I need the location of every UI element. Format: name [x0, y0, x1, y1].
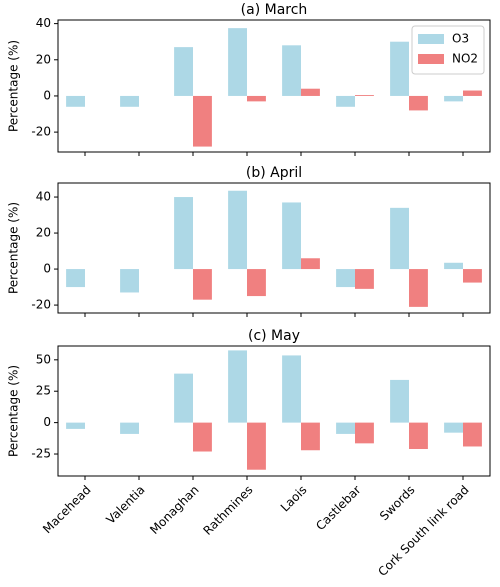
y-tick-label: -20: [31, 298, 51, 312]
x-tick-label: Valentia: [104, 483, 148, 527]
bar: [247, 422, 266, 470]
bar: [174, 197, 193, 270]
bar: [301, 422, 320, 451]
bar: [66, 95, 85, 107]
bar: [444, 262, 463, 270]
bar: [282, 45, 301, 96]
bar: [228, 350, 247, 423]
legend-label: NO2: [452, 52, 478, 66]
subplot-title: (a) March: [241, 2, 308, 18]
bar: [444, 422, 463, 433]
y-tick-label: -25: [31, 447, 51, 461]
y-tick-label: 50: [36, 352, 51, 366]
y-tick-label: 20: [36, 226, 51, 240]
x-tick-label: Castlebar: [313, 483, 363, 533]
axes-frame: [57, 345, 491, 477]
y-tick-label: 0: [43, 415, 51, 429]
bar: [120, 269, 139, 293]
bar: [193, 269, 212, 300]
legend-swatch: [418, 34, 444, 44]
bar: [355, 269, 374, 289]
bar: [247, 269, 266, 297]
y-tick-label: 40: [36, 190, 51, 204]
bar: [247, 95, 266, 102]
bar: [228, 190, 247, 270]
bar: [174, 373, 193, 423]
bar: [336, 422, 355, 434]
bar: [409, 269, 428, 307]
y-tick-label: 0: [43, 262, 51, 276]
bar: [193, 422, 212, 452]
bar: [120, 95, 139, 107]
legend-label: O3: [452, 32, 469, 46]
x-tick-label: Rathmines: [200, 483, 255, 538]
bar: [355, 95, 374, 96]
bar: [120, 422, 139, 434]
axes-frame: [57, 19, 491, 153]
bar: [301, 88, 320, 96]
bar: [409, 422, 428, 449]
bar: [355, 422, 374, 444]
bar: [463, 90, 482, 96]
bar: [282, 355, 301, 423]
bar: [228, 28, 247, 96]
axes-frame: [57, 182, 491, 314]
y-tick-label: 40: [36, 16, 51, 30]
y-axis-label: Percentage (%): [7, 202, 21, 294]
bar: [463, 269, 482, 283]
y-axis-label: Percentage (%): [7, 365, 21, 457]
legend-swatch: [418, 54, 444, 64]
x-tick-label: Macehead: [40, 483, 93, 536]
bar: [463, 422, 482, 447]
bar: [66, 269, 85, 288]
bar: [66, 422, 85, 429]
y-tick-label: -20: [31, 125, 51, 139]
bar: [336, 269, 355, 288]
bar: [390, 379, 409, 423]
bar: [301, 258, 320, 270]
subplot-title: (c) May: [248, 328, 300, 344]
y-tick-label: 0: [43, 88, 51, 102]
x-tick-label: Monaghan: [147, 483, 201, 537]
bar: [282, 202, 301, 270]
bar: [390, 207, 409, 270]
bar: [409, 95, 428, 111]
bar: [193, 95, 212, 147]
x-tick-label: Swords: [377, 483, 418, 524]
bar: [174, 47, 193, 96]
y-tick-label: 20: [36, 52, 51, 66]
y-tick-label: 25: [36, 384, 51, 398]
legend-box: [411, 25, 485, 75]
y-axis-label: Percentage (%): [7, 40, 21, 132]
bar: [336, 95, 355, 107]
x-tick-label: Laois: [278, 483, 310, 515]
bar: [444, 95, 463, 102]
x-tick-label: Cork South link road: [375, 483, 471, 579]
bar: [390, 41, 409, 96]
subplot-title: (b) April: [246, 165, 302, 181]
